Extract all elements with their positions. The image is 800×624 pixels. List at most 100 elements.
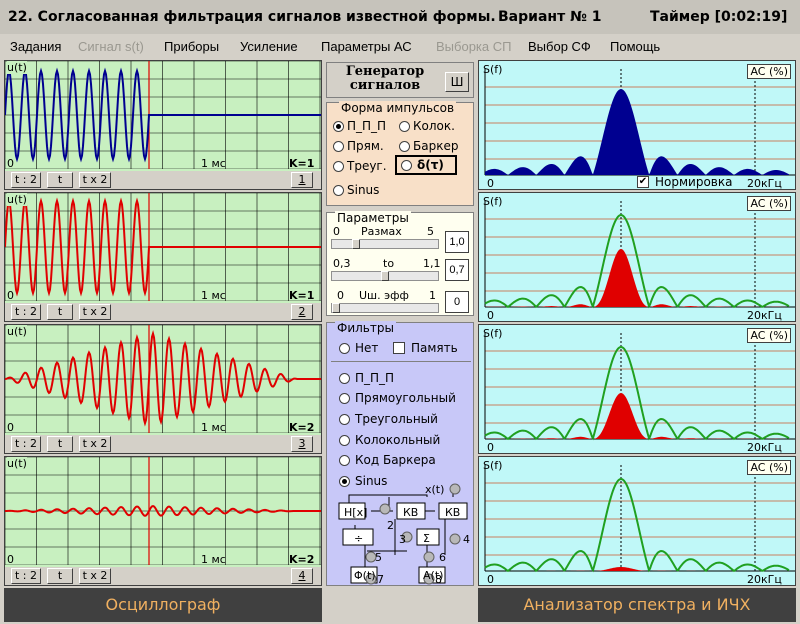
filter-ppp-label: П_П_П bbox=[355, 371, 395, 385]
osc-channel-1: u(t) 0 1 мс K=1 t : 2 t t x 2 1 bbox=[4, 60, 322, 190]
spectrum-xend-4: 20кГц bbox=[747, 573, 782, 586]
shape-tri-label: Треуг. bbox=[347, 159, 387, 173]
memory-label: Память bbox=[411, 341, 458, 355]
spectrum-ac-button-1[interactable]: AC (%) bbox=[747, 64, 791, 79]
osc-plot-4 bbox=[5, 457, 321, 565]
to-slider[interactable] bbox=[331, 271, 439, 281]
osc-ylabel-2: u(t) bbox=[7, 193, 27, 206]
osc-xmid-1: 1 мс bbox=[201, 157, 226, 170]
shape-delta-label: δ(τ) bbox=[417, 158, 444, 172]
oscillograph-footer: Осциллограф bbox=[4, 588, 322, 622]
shape-ppp-radio[interactable] bbox=[333, 121, 344, 132]
shape-group: Форма импульсов П_П_П Колок. Прям. Барке… bbox=[326, 101, 474, 206]
diagram-kb1: КВ bbox=[403, 506, 419, 519]
osc-reset-button-1[interactable]: t bbox=[47, 172, 73, 188]
spectrum-plot-3 bbox=[484, 333, 795, 441]
osc-xstart-2: 0 bbox=[7, 289, 14, 302]
shape-ppp-label: П_П_П bbox=[347, 119, 387, 133]
shape-rect-radio[interactable] bbox=[333, 141, 344, 152]
filter-ppp-radio[interactable] bbox=[339, 373, 350, 384]
filter-none-radio[interactable] bbox=[339, 343, 350, 354]
osc-reset-button-3[interactable]: t bbox=[47, 436, 73, 452]
menu-tasks[interactable]: Задания bbox=[10, 39, 62, 54]
osc-zoom-in-button-3[interactable]: t x 2 bbox=[79, 436, 111, 452]
diagram-n8: 8 bbox=[435, 573, 442, 586]
spectrum-ac-button-3[interactable]: AC (%) bbox=[747, 328, 791, 343]
osc-ylabel-4: u(t) bbox=[7, 457, 27, 470]
spectrum-plot-4 bbox=[484, 465, 795, 573]
osc-channel-button-4[interactable]: 4 bbox=[291, 568, 313, 584]
spectrum-ac-button-2[interactable]: AC (%) bbox=[747, 196, 791, 211]
filter-tri-radio[interactable] bbox=[339, 414, 350, 425]
osc-zoom-in-button-4[interactable]: t x 2 bbox=[79, 568, 111, 584]
menu-select-filter[interactable]: Выбор СФ bbox=[528, 39, 591, 54]
menu-gain[interactable]: Усиление bbox=[240, 39, 298, 54]
spectrum-ylabel-3: S(f) bbox=[483, 327, 503, 340]
spectrum-panel-4: S(f) AC (%) 0 20кГц bbox=[478, 456, 796, 586]
noise-slider[interactable] bbox=[331, 303, 439, 313]
osc-gain-3: K=2 bbox=[289, 421, 315, 434]
menu-signal[interactable]: Сигнал s(t) bbox=[78, 39, 144, 54]
shape-barker-radio[interactable] bbox=[399, 141, 410, 152]
to-slider-thumb[interactable] bbox=[381, 271, 389, 281]
menu-devices[interactable]: Приборы bbox=[164, 39, 220, 54]
diagram-hx: H[x] bbox=[344, 506, 368, 519]
analyzer-column: S(f) AC (%) 0 20кГц ✔ Нормировка S(f) AC (%) 0 20… bbox=[478, 60, 796, 588]
osc-reset-button-4[interactable]: t bbox=[47, 568, 73, 584]
window-title: 22. Согласованная фильтрация сигналов из… bbox=[8, 9, 496, 25]
spectrum-xend-2: 20кГц bbox=[747, 309, 782, 322]
osc-zoom-out-button-3[interactable]: t : 2 bbox=[11, 436, 41, 452]
spectrum-xend-3: 20кГц bbox=[747, 441, 782, 454]
filter-rect-radio[interactable] bbox=[339, 393, 350, 404]
memory-checkbox[interactable] bbox=[393, 342, 405, 354]
menu-help[interactable]: Помощь bbox=[610, 39, 661, 54]
delta-box[interactable]: δ(τ) bbox=[395, 155, 457, 175]
osc-zoom-out-button-1[interactable]: t : 2 bbox=[11, 172, 41, 188]
shape-barker-label: Баркер bbox=[413, 139, 459, 153]
osc-zoom-out-button-2[interactable]: t : 2 bbox=[11, 304, 41, 320]
filter-rect-label: Прямоугольный bbox=[355, 391, 456, 405]
params-group: Параметры 0 Размах 5 1,0 0,3 to 1,1 0,7 … bbox=[326, 211, 474, 316]
osc-zoom-in-button-1[interactable]: t x 2 bbox=[79, 172, 111, 188]
shape-bell-radio[interactable] bbox=[399, 121, 410, 132]
osc-ylabel-1: u(t) bbox=[7, 61, 27, 74]
osc-channel-button-1[interactable]: 1 bbox=[291, 172, 313, 188]
menu-sample[interactable]: Выборка СП bbox=[436, 39, 512, 54]
osc-channel-3: u(t) 0 1 мс K=2 t : 2 t t x 2 3 bbox=[4, 324, 322, 454]
variant-label: Вариант № 1 bbox=[498, 9, 602, 25]
diagram-at: A(t) bbox=[423, 569, 444, 582]
osc-zoom-out-button-4[interactable]: t : 2 bbox=[11, 568, 41, 584]
osc-zoom-in-button-2[interactable]: t x 2 bbox=[79, 304, 111, 320]
filter-bell-radio[interactable] bbox=[339, 435, 350, 446]
shape-sinus-radio[interactable] bbox=[333, 185, 344, 196]
filter-none-label: Нет bbox=[355, 341, 379, 355]
spectrum-plot-2 bbox=[484, 201, 795, 309]
menu-params-ac[interactable]: Параметры АС bbox=[321, 39, 412, 54]
normalize-checkbox[interactable]: ✔ bbox=[637, 176, 649, 188]
osc-channel-button-2[interactable]: 2 bbox=[291, 304, 313, 320]
diagram-n3: 3 bbox=[399, 533, 406, 546]
filter-barker-radio[interactable] bbox=[339, 455, 350, 466]
diagram-n5: 5 bbox=[375, 551, 382, 564]
noise-slider-thumb[interactable] bbox=[332, 303, 340, 313]
params-group-title: Параметры bbox=[335, 211, 411, 225]
osc-reset-button-2[interactable]: t bbox=[47, 304, 73, 320]
shape-rect-label: Прям. bbox=[347, 139, 384, 153]
filter-block-diagram bbox=[338, 483, 468, 585]
noise-button[interactable]: Ш bbox=[445, 72, 469, 92]
spectrum-xend-1: 20кГц bbox=[747, 177, 782, 190]
shape-delta-radio[interactable] bbox=[401, 160, 412, 171]
to-value: 0,7 bbox=[445, 259, 469, 281]
spectrum-panel-1: S(f) AC (%) 0 20кГц ✔ Нормировка bbox=[478, 60, 796, 190]
amp-slider-thumb[interactable] bbox=[351, 239, 360, 249]
shape-tri-radio[interactable] bbox=[333, 161, 344, 172]
osc-plot-2 bbox=[5, 193, 321, 301]
osc-channel-2: u(t) 0 1 мс K=1 t : 2 t t x 2 2 bbox=[4, 192, 322, 322]
osc-xstart-3: 0 bbox=[7, 421, 14, 434]
amp-min: 0 bbox=[333, 225, 340, 238]
filter-sinus-radio[interactable] bbox=[339, 476, 350, 487]
osc-channel-button-3[interactable]: 3 bbox=[291, 436, 313, 452]
generator-column: Генератор сигналов Ш Форма импульсов П_П… bbox=[324, 60, 476, 588]
amp-slider[interactable] bbox=[331, 239, 439, 249]
spectrum-ac-button-4[interactable]: AC (%) bbox=[747, 460, 791, 475]
